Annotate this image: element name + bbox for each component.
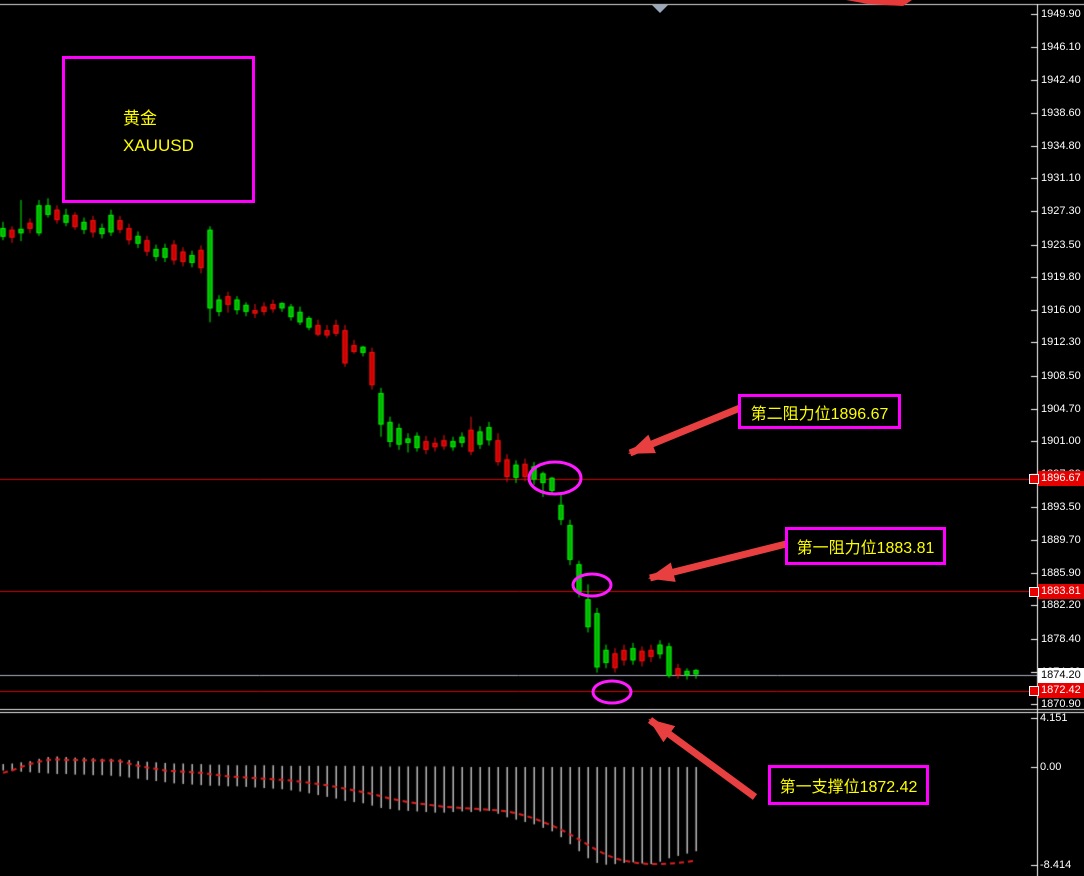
chart-shift-marker[interactable] bbox=[652, 5, 668, 13]
resistance2-label-box[interactable]: 第二阻力位1896.67 bbox=[738, 394, 901, 429]
symbol-label-box[interactable]: 黄金 XAUUSD bbox=[62, 56, 255, 203]
symbol-ticker: XAUUSD bbox=[123, 136, 194, 155]
support1-label-box[interactable]: 第一支撑位1872.42 bbox=[768, 765, 929, 805]
symbol-name-cn: 黄金 bbox=[123, 109, 157, 128]
resistance1-label-box[interactable]: 第一阻力位1883.81 bbox=[785, 527, 946, 565]
